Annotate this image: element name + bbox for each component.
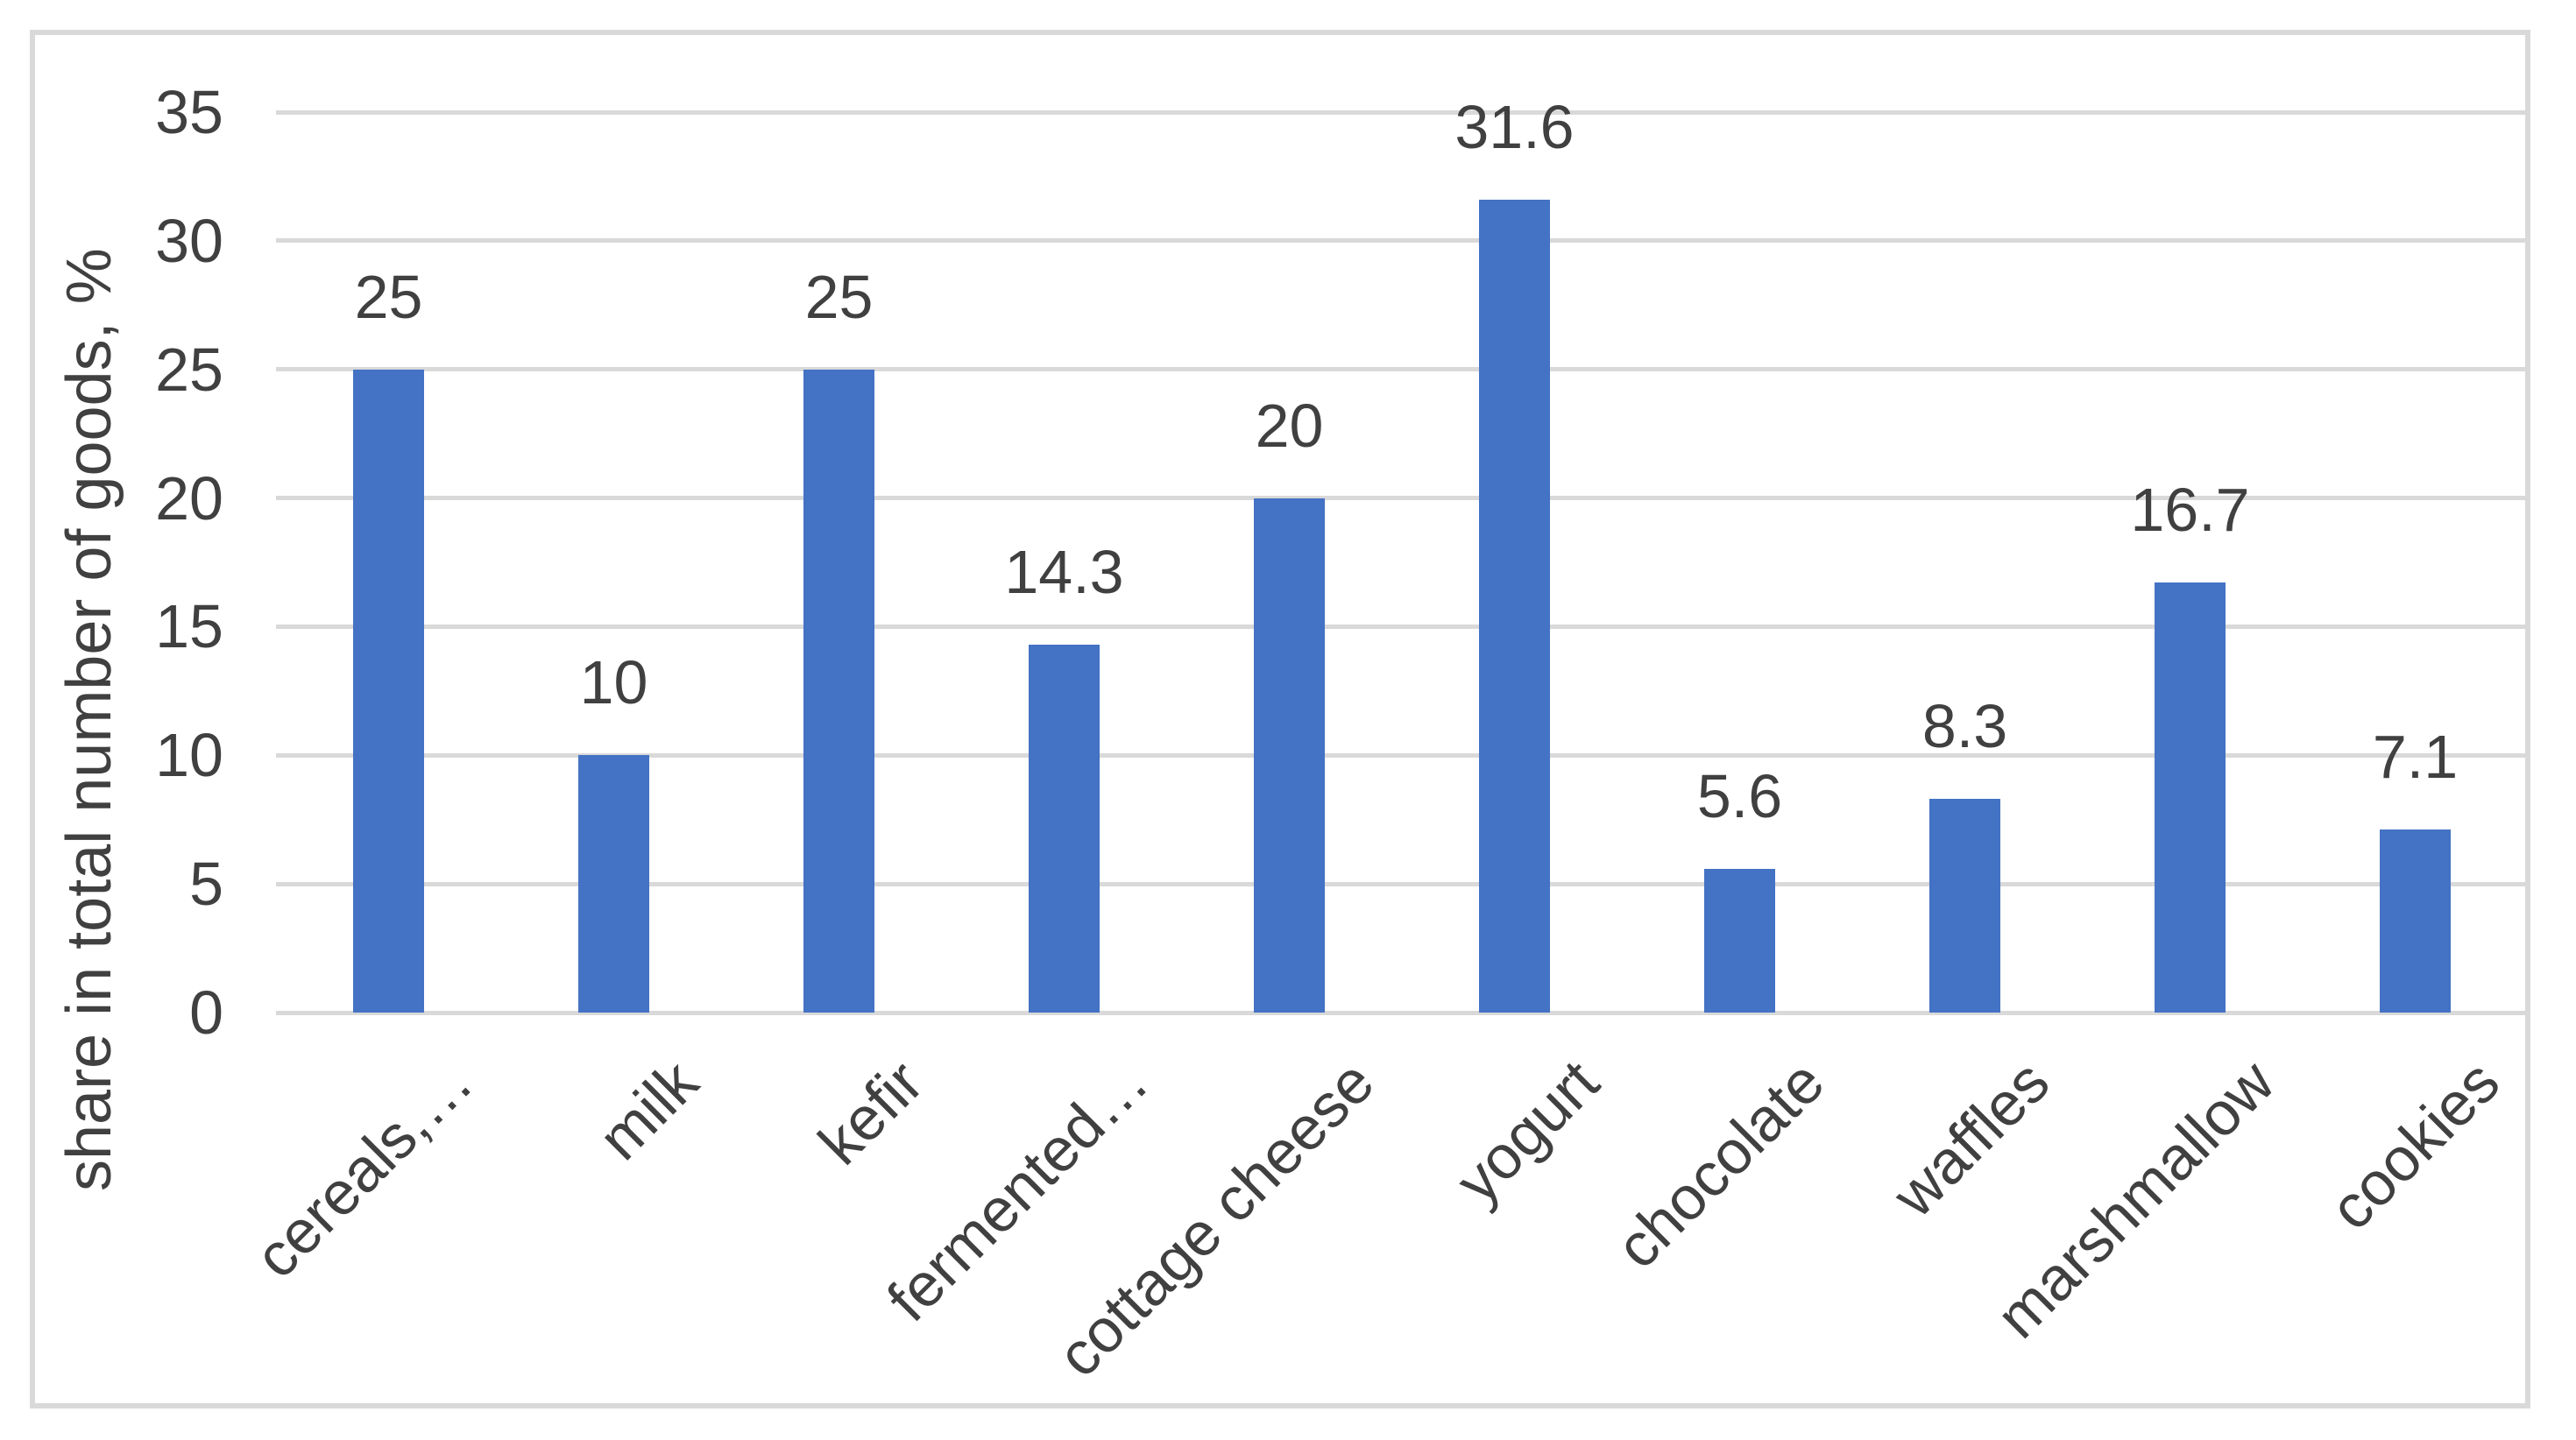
data-label-5.6: 5.6: [1696, 761, 1783, 830]
x-axis-line: [276, 1010, 2528, 1015]
y-tick-label-35: 35: [155, 78, 223, 146]
gridline-25: [276, 367, 2528, 372]
bar-cereals: [353, 369, 424, 1013]
gridline-30: [276, 238, 2528, 244]
y-tick-label-10: 10: [155, 721, 223, 790]
gridline-20: [276, 496, 2528, 501]
bar-chocolate: [1704, 868, 1775, 1013]
y-tick-label-0: 0: [189, 978, 223, 1047]
bar-kefir: [803, 369, 874, 1013]
bar-cottage-cheese: [1254, 498, 1325, 1013]
gridline-15: [276, 624, 2528, 629]
data-label-31.6: 31.6: [1454, 92, 1575, 161]
y-tick-label-15: 15: [155, 592, 223, 661]
bar-milk: [578, 755, 649, 1013]
y-tick-label-20: 20: [155, 463, 223, 533]
data-label-14.3: 14.3: [1004, 537, 1124, 606]
data-label-25: 25: [804, 262, 874, 331]
data-label-7.1: 7.1: [2372, 723, 2459, 792]
data-label-25: 25: [354, 262, 423, 331]
bar-waffles: [1929, 799, 2000, 1013]
y-tick-label-25: 25: [155, 335, 223, 404]
bar-yogurt: [1479, 199, 1550, 1013]
data-label-20: 20: [1255, 391, 1324, 460]
gridline-10: [276, 752, 2528, 758]
gridline-35: [276, 109, 2528, 115]
bar-marshmallow: [2155, 582, 2226, 1013]
data-label-8.3: 8.3: [1921, 692, 2008, 761]
data-label-10: 10: [579, 648, 648, 717]
data-label-16.7: 16.7: [2130, 476, 2250, 545]
bar-cookies: [2380, 829, 2451, 1013]
bar-fermented: [1029, 644, 1100, 1013]
y-tick-label-5: 5: [189, 850, 223, 919]
gridline-5: [276, 881, 2528, 886]
y-tick-label-30: 30: [155, 206, 223, 275]
